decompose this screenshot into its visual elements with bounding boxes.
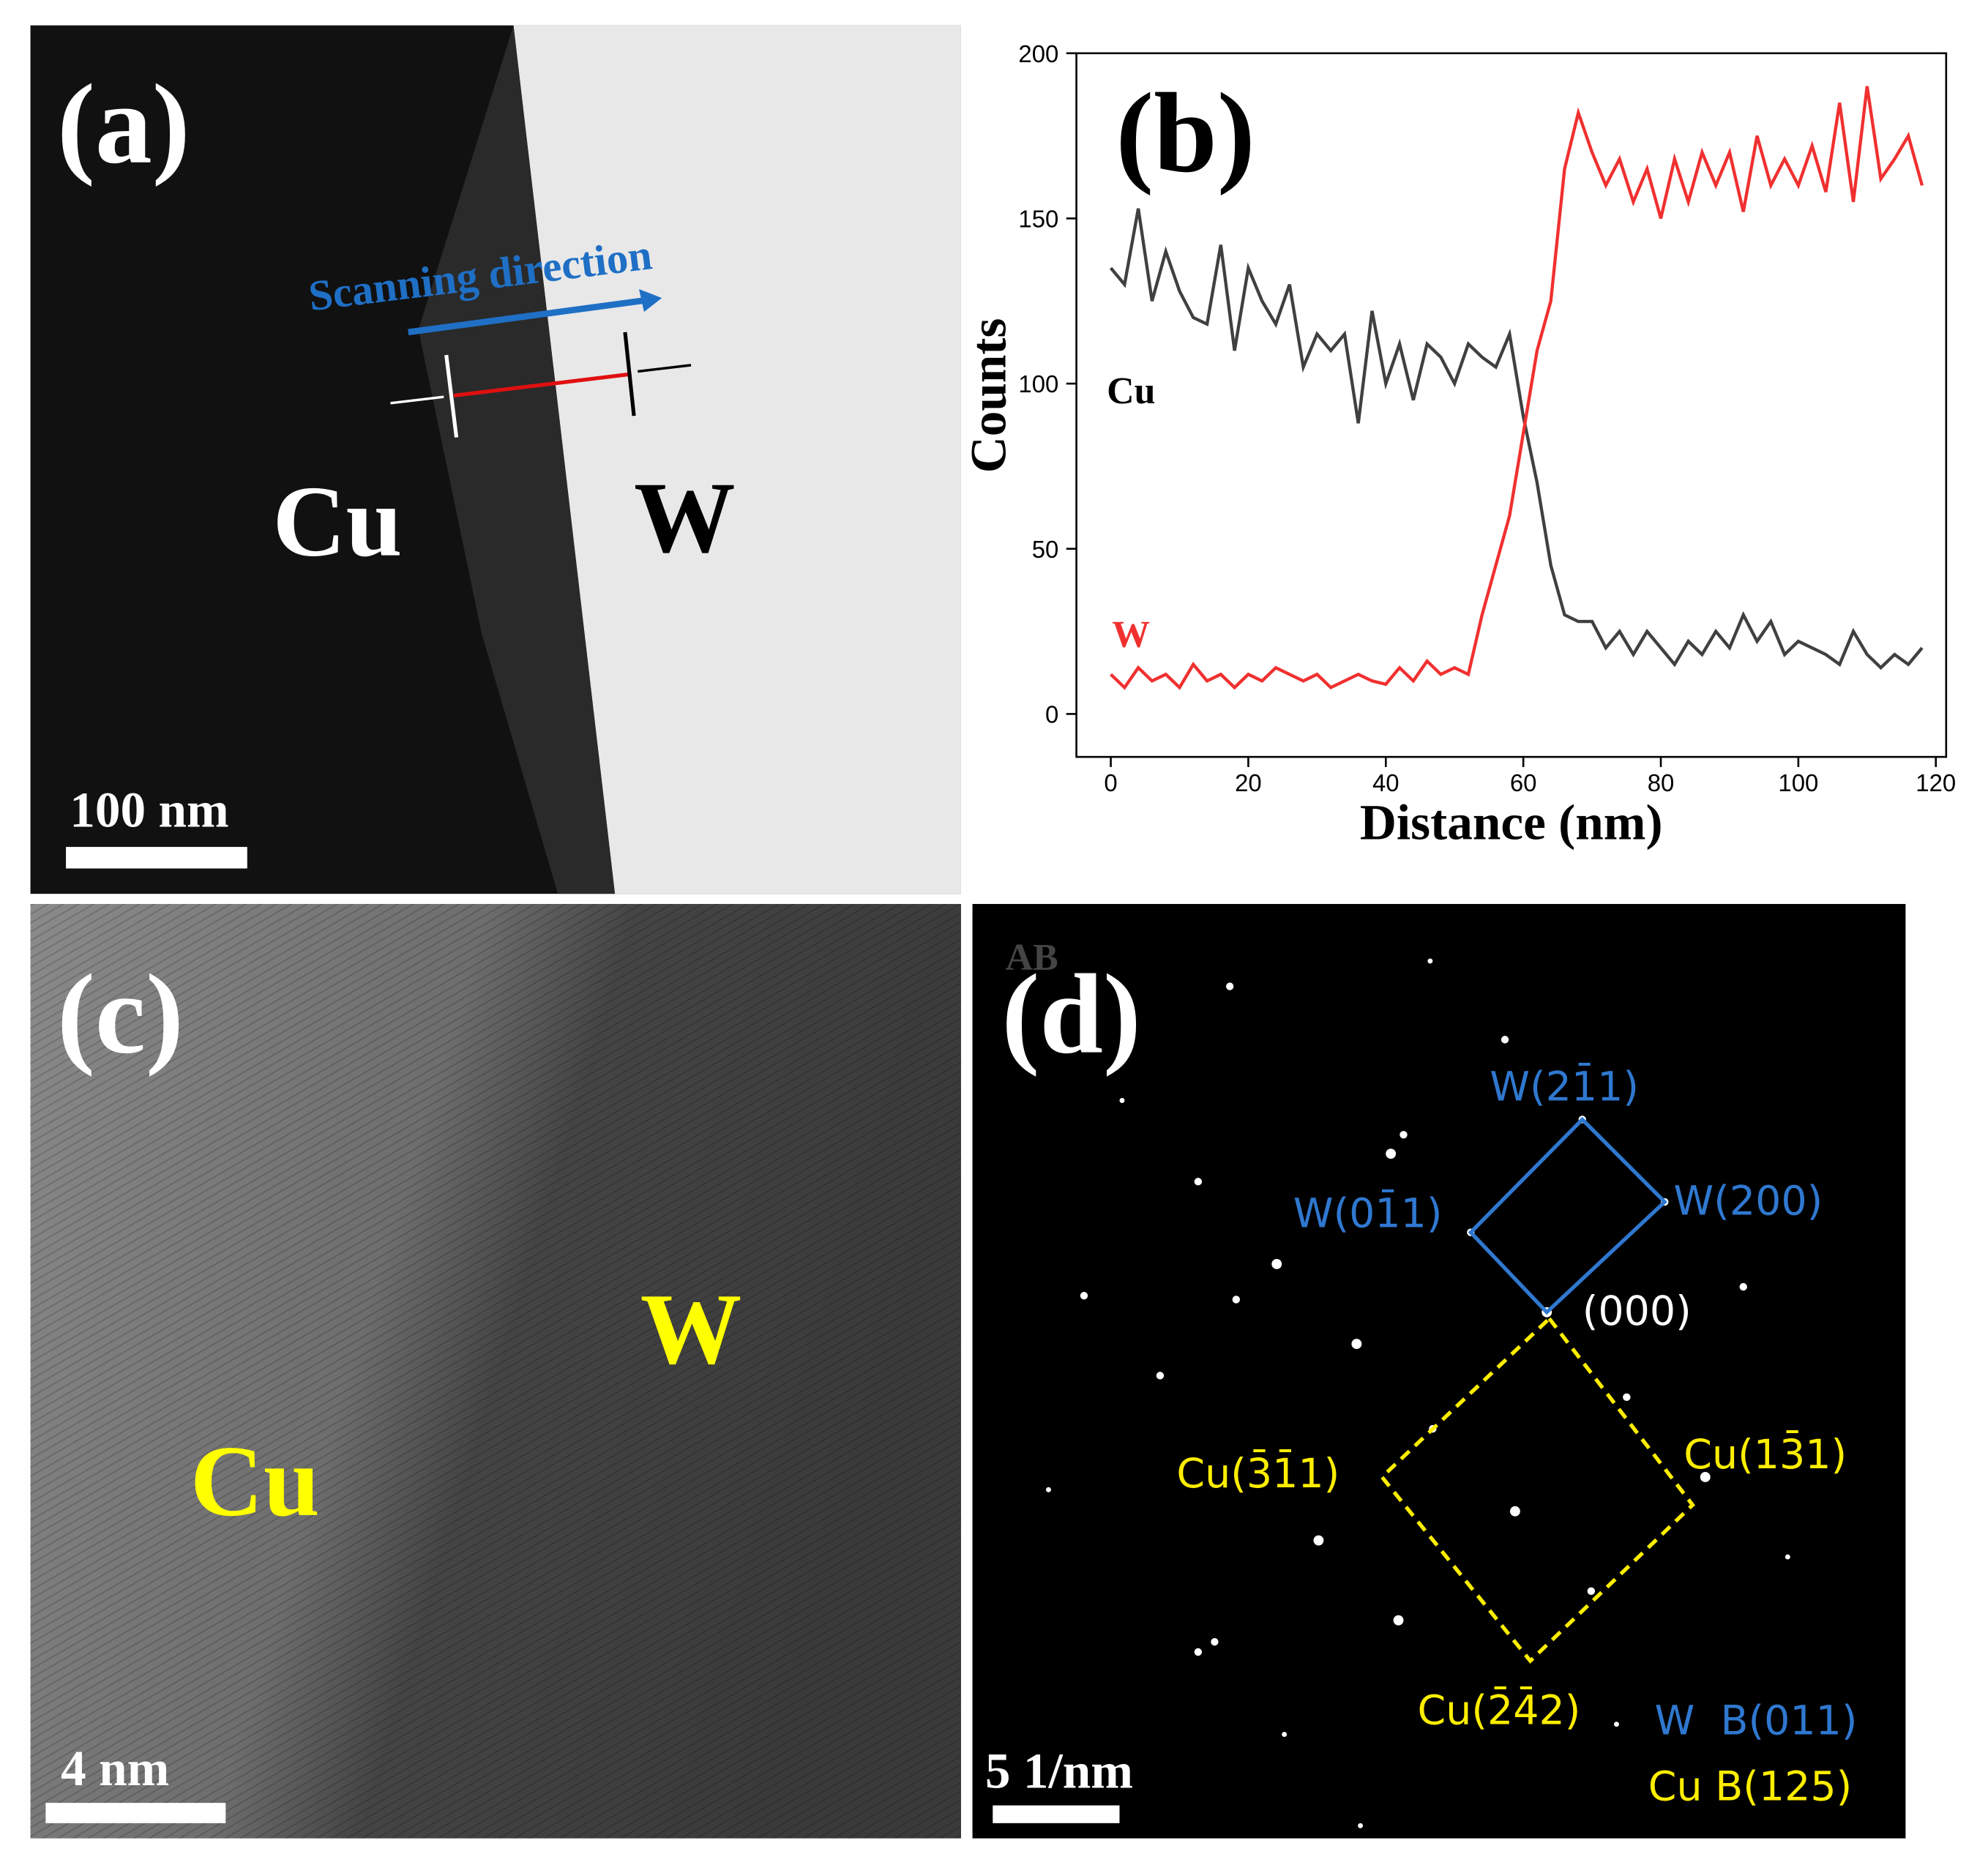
zone-label: Cu B(125) [1648, 1764, 1852, 1811]
scan-line [453, 372, 632, 398]
spot-label: Cu(2̄4̄2) [1418, 1687, 1581, 1735]
spot-label: Cu(13̄1) [1684, 1431, 1847, 1479]
w-cell [1468, 1116, 1668, 1315]
y-axis-label: Counts [960, 318, 1017, 474]
scale-label: 4 nm [61, 1740, 169, 1796]
panel-label: (b) [1116, 70, 1255, 196]
region-label: W [640, 1273, 742, 1385]
y-tick-label: 200 [1018, 40, 1058, 67]
spot-label: W(01̄1) [1293, 1190, 1443, 1238]
series-label: W [1112, 613, 1150, 655]
plot-frame [1075, 52, 1948, 758]
x-tick-label: 100 [1778, 769, 1818, 796]
zone-label: W B(011) [1654, 1698, 1857, 1745]
spot-label: Cu(3̄1̄1) [1176, 1450, 1339, 1498]
region-label: Cu [272, 466, 402, 578]
panel-d: AB (d) W(21̄1) W(01̄1) W(200) (000) Cu(3… [972, 904, 1906, 1839]
y-tick-label: 150 [1018, 206, 1058, 233]
marker [390, 395, 444, 405]
region-label: W [634, 461, 736, 573]
scale-bar [45, 1803, 226, 1823]
series-label: Cu [1107, 370, 1155, 412]
x-axis-label: Distance (nm) [1360, 794, 1663, 851]
arrow-head [639, 288, 662, 313]
scale-bar [66, 847, 247, 869]
panel-label: (d) [1001, 951, 1141, 1077]
y-tick-label: 100 [1018, 370, 1058, 397]
x-tick-label: 120 [1916, 769, 1956, 796]
series-line [1109, 208, 1924, 670]
y-tick-label: 0 [1045, 701, 1058, 728]
panel-a: (a) Scanning direction Cu W 100 nm [30, 25, 961, 894]
marker [444, 354, 459, 438]
cu-cell [1379, 1315, 1695, 1664]
x-tick-label: 0 [1104, 769, 1117, 796]
region-label: Cu [190, 1425, 320, 1537]
panel-label: (a) [57, 61, 190, 187]
marker [638, 364, 692, 373]
x-tick-label: 20 [1235, 769, 1262, 796]
panel-label: (c) [57, 951, 184, 1077]
arrow [408, 297, 645, 336]
corner-label: AB [1006, 937, 1058, 979]
x-tick-label: 60 [1510, 769, 1537, 796]
spot-label: W(21̄1) [1490, 1063, 1639, 1110]
spot-label: W(200) [1673, 1178, 1823, 1225]
interface [418, 25, 616, 894]
y-tick-label: 50 [1032, 536, 1059, 563]
marker [623, 332, 636, 416]
x-tick-label: 40 [1372, 769, 1400, 796]
fringes [30, 904, 961, 1839]
panel-c: (c) Cu W 4 nm [30, 904, 961, 1839]
diffraction-pattern [972, 904, 1906, 1839]
scale-bar [993, 1805, 1120, 1823]
panel-b: (b) Distance (nm) Counts 0 20 40 60 80 100 120… [960, 40, 1957, 851]
series-line [1110, 86, 1924, 690]
scale-label: 5 1/nm [985, 1742, 1133, 1798]
w-region [513, 25, 961, 894]
scale-label: 100 nm [70, 781, 228, 837]
spot-label: (000) [1582, 1288, 1692, 1335]
x-tick-label: 80 [1648, 769, 1675, 796]
